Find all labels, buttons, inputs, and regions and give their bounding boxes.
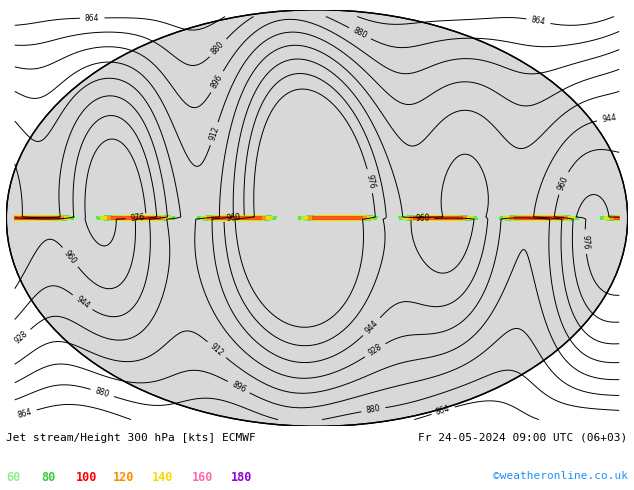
- Text: 60: 60: [6, 471, 20, 484]
- Point: [312, 214, 322, 222]
- Text: 976: 976: [130, 213, 145, 223]
- Text: Fr 24-05-2024 09:00 UTC (06+03): Fr 24-05-2024 09:00 UTC (06+03): [418, 433, 628, 442]
- Text: 944: 944: [601, 114, 617, 124]
- Text: 976: 976: [364, 173, 376, 189]
- Text: 960: 960: [226, 213, 242, 223]
- Text: 928: 928: [366, 343, 384, 358]
- Point: [312, 214, 322, 222]
- Point: [312, 214, 322, 222]
- Text: 976: 976: [581, 234, 590, 249]
- Point: [312, 214, 322, 222]
- Text: 864: 864: [531, 15, 547, 27]
- Text: 140: 140: [152, 471, 174, 484]
- Point: [312, 214, 322, 222]
- Text: 960: 960: [556, 174, 570, 192]
- Point: [312, 214, 322, 222]
- Ellipse shape: [6, 10, 628, 426]
- Text: 864: 864: [85, 13, 100, 23]
- Text: 80: 80: [41, 471, 55, 484]
- Text: 160: 160: [191, 471, 213, 484]
- Text: 880: 880: [210, 40, 226, 56]
- Text: 880: 880: [94, 387, 110, 399]
- Text: 960: 960: [415, 214, 430, 223]
- Text: 864: 864: [16, 407, 33, 419]
- Text: 896: 896: [230, 380, 247, 394]
- Text: 864: 864: [435, 404, 451, 417]
- Text: 880: 880: [366, 404, 381, 416]
- Text: Jet stream/Height 300 hPa [kts] ECMWF: Jet stream/Height 300 hPa [kts] ECMWF: [6, 433, 256, 442]
- Text: 120: 120: [113, 471, 134, 484]
- Text: 880: 880: [351, 26, 368, 41]
- Text: ©weatheronline.co.uk: ©weatheronline.co.uk: [493, 471, 628, 481]
- Text: 944: 944: [363, 318, 380, 335]
- Text: 928: 928: [13, 330, 30, 346]
- Text: 100: 100: [76, 471, 98, 484]
- Text: 912: 912: [209, 342, 225, 358]
- Text: 912: 912: [208, 125, 221, 142]
- Text: 960: 960: [62, 248, 79, 266]
- Text: 896: 896: [210, 74, 224, 90]
- Text: 944: 944: [74, 294, 91, 311]
- Text: 180: 180: [231, 471, 252, 484]
